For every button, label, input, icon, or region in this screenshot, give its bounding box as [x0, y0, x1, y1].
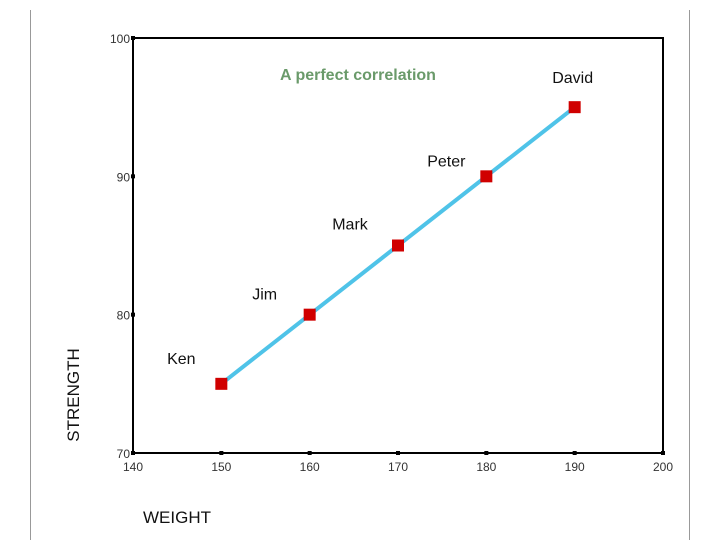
x-tick-mark [396, 451, 400, 455]
x-tick-mark [484, 451, 489, 455]
y-tick-mark [131, 36, 135, 40]
data-point-mark [392, 239, 404, 252]
point-labels: Ken Jim Mark Peter David [167, 70, 593, 368]
data-points [215, 101, 581, 390]
x-tick-label: 160 [300, 460, 320, 474]
x-axis-title: WEIGHT [143, 508, 211, 527]
point-label-mark: Mark [332, 217, 369, 234]
y-tick-label: 100 [110, 32, 130, 46]
x-tick-mark [219, 451, 224, 455]
x-tick-label: 140 [123, 460, 143, 474]
x-tick-label: 170 [388, 460, 408, 474]
point-label-ken: Ken [167, 351, 195, 368]
x-tick-mark [661, 451, 665, 455]
data-point-david [568, 101, 581, 114]
point-label-peter: Peter [427, 153, 466, 170]
y-tick-label: 70 [117, 447, 131, 461]
y-tick-mark [131, 174, 135, 179]
point-label-jim: Jim [252, 287, 277, 304]
x-tick-mark [572, 451, 577, 455]
x-tick-label: 180 [476, 460, 496, 474]
slide-frame [30, 10, 690, 540]
data-point-ken [215, 377, 228, 390]
point-label-david: David [552, 70, 593, 87]
chart-annotation: A perfect correlation [280, 67, 436, 84]
y-tick-label: 90 [117, 170, 131, 184]
y-tick-mark [131, 312, 135, 317]
tick-labels: 140 150 160 170 180 190 200 70 80 90 100 [110, 32, 673, 474]
y-tick-label: 80 [117, 309, 131, 323]
x-tick-label: 190 [565, 460, 585, 474]
data-point-jim [303, 308, 316, 321]
y-axis-title: STRENGTH [64, 348, 83, 442]
x-tick-label: 200 [653, 460, 673, 474]
x-tick-mark [307, 451, 312, 455]
x-tick-label: 150 [211, 460, 231, 474]
y-tick-mark [131, 451, 135, 455]
data-point-peter [480, 170, 493, 183]
